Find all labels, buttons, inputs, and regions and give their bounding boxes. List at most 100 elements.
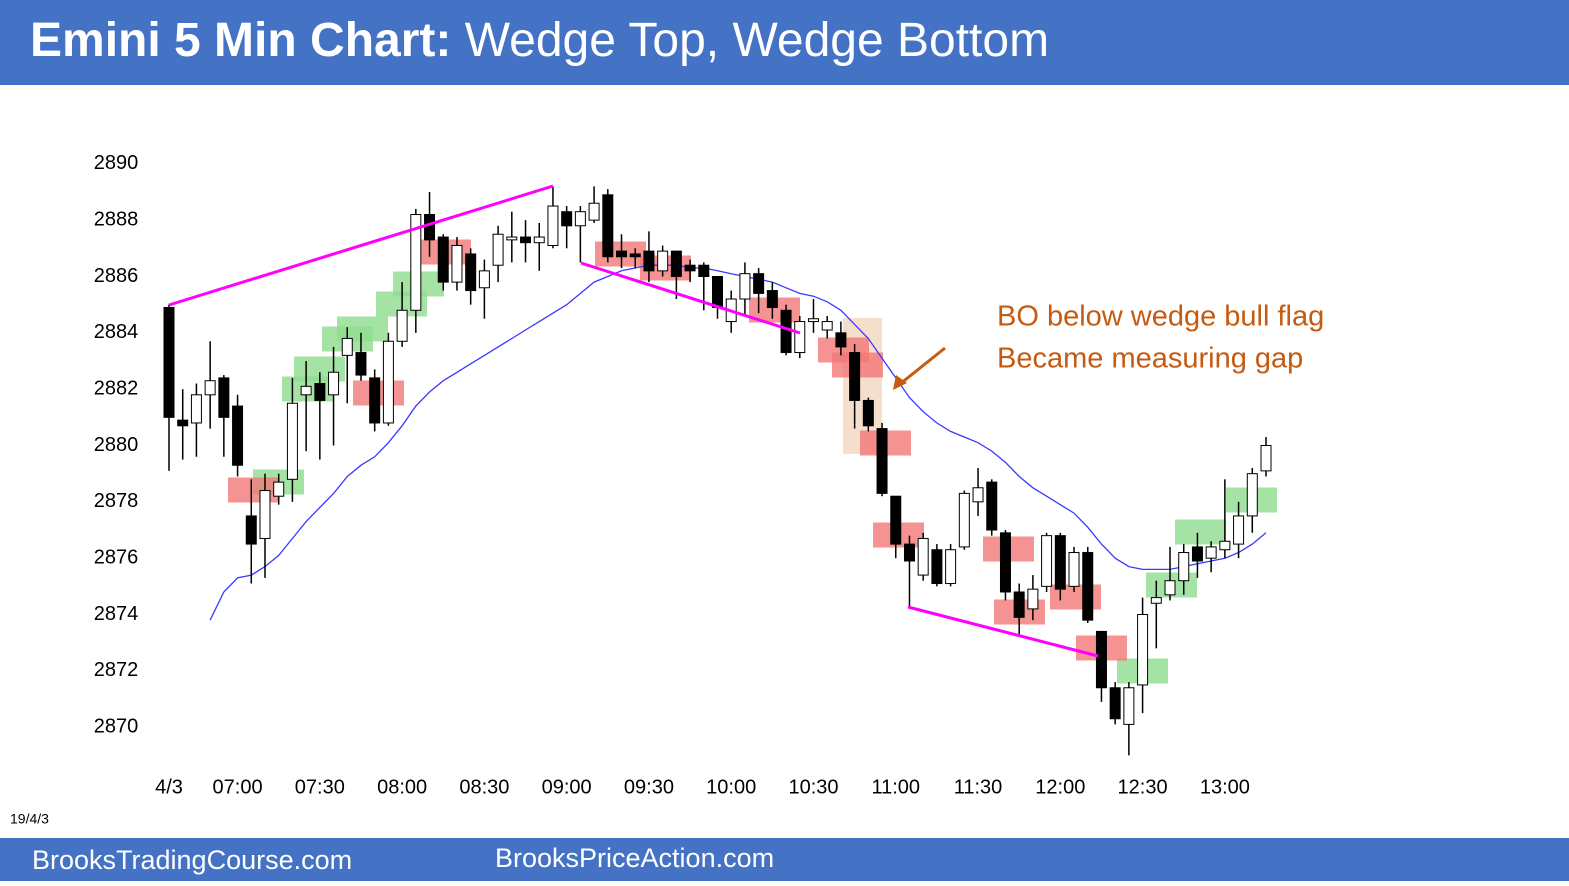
- candle-body: [300, 385, 312, 396]
- candle-body: [396, 309, 408, 342]
- candle-body: [1205, 546, 1217, 559]
- candle-body: [1260, 445, 1272, 472]
- x-tick-label: 08:30: [459, 776, 509, 798]
- candle-body: [1041, 535, 1053, 587]
- annotation: Became measuring gap: [997, 343, 1303, 375]
- candle-body: [533, 236, 545, 244]
- candle-body: [849, 352, 861, 401]
- candle-body: [903, 543, 915, 562]
- candle-body: [1164, 580, 1176, 596]
- candle-body: [972, 487, 984, 503]
- x-tick-label: 12:00: [1035, 776, 1085, 798]
- candle-body: [259, 490, 271, 539]
- candle-body: [273, 481, 285, 497]
- title-rest: Wedge Top, Wedge Bottom: [465, 14, 1049, 67]
- candle-body: [1137, 614, 1149, 686]
- candle-body: [862, 399, 874, 427]
- candle-body: [410, 214, 422, 311]
- candle-body: [794, 321, 806, 354]
- candle-body: [643, 250, 655, 272]
- candle-body: [1095, 630, 1107, 689]
- candle-body: [890, 495, 902, 545]
- y-tick-label: 2870: [94, 715, 139, 737]
- bear-box: [228, 477, 279, 503]
- trend-line: [907, 605, 1099, 658]
- candle-body: [945, 549, 957, 585]
- candle-body: [588, 202, 600, 221]
- date-label: 19/4/3: [10, 811, 49, 827]
- candle-body: [465, 253, 477, 292]
- candle-body: [492, 233, 504, 266]
- candle-body: [807, 318, 819, 323]
- candle-body: [314, 383, 326, 401]
- trend-lines: [168, 184, 1099, 658]
- candle-body: [424, 214, 436, 241]
- candle-body: [1068, 552, 1080, 587]
- candle-body: [780, 309, 792, 354]
- candle-body: [286, 402, 298, 480]
- candle-body: [1219, 540, 1231, 551]
- y-tick-label: 2872: [94, 659, 139, 681]
- candle-body: [739, 273, 751, 300]
- candle-body: [670, 250, 682, 277]
- arrow: [899, 346, 946, 386]
- x-tick-label: 12:30: [1118, 776, 1168, 798]
- candle-body: [1191, 546, 1203, 562]
- y-tick-label: 2876: [94, 546, 139, 568]
- candle-body: [574, 211, 586, 227]
- candle-body: [382, 340, 394, 424]
- x-tick-label: 07:00: [213, 776, 263, 798]
- x-tick-label: 11:00: [871, 776, 920, 798]
- moving-average: [209, 264, 1267, 621]
- x-tick-label: 13:00: [1200, 776, 1250, 798]
- candle-body: [684, 264, 696, 272]
- footer-bar: [0, 838, 1569, 881]
- candle-body: [190, 394, 202, 424]
- y-tick-label: 2880: [94, 434, 139, 456]
- candle-body: [958, 492, 970, 548]
- candle-body: [1013, 591, 1025, 618]
- candle-body: [328, 371, 340, 396]
- candle-body: [1027, 588, 1039, 610]
- bull-box: [1175, 519, 1226, 545]
- candle-body: [1082, 552, 1094, 621]
- plot: [163, 186, 1272, 756]
- candle-body: [369, 377, 381, 424]
- candle-body: [561, 211, 573, 227]
- candle-body: [547, 205, 559, 246]
- candle-body: [698, 264, 710, 277]
- candle-body: [917, 537, 929, 576]
- candle-body: [999, 532, 1011, 593]
- y-tick-label: 2884: [94, 321, 139, 343]
- candle-body: [753, 273, 765, 294]
- candle-body: [1054, 535, 1066, 590]
- x-tick-label: 09:00: [542, 776, 592, 798]
- candle-body: [821, 321, 833, 331]
- candle-body: [876, 428, 888, 494]
- title: Emini 5 Min Chart: Wedge Top, Wedge Bott…: [30, 14, 1049, 67]
- x-tick-label: 10:00: [706, 776, 756, 798]
- candle-body: [1178, 552, 1190, 582]
- y-tick-label: 2886: [94, 265, 139, 287]
- candle-body: [478, 270, 490, 289]
- candle-body: [437, 236, 449, 283]
- header-bar: [0, 0, 1569, 85]
- candle-body: [616, 250, 628, 258]
- x-tick-label: 08:00: [377, 776, 427, 798]
- y-tick-label: 2890: [94, 152, 139, 174]
- x-tick-label: 10:30: [788, 776, 838, 798]
- trend-line: [168, 184, 554, 307]
- candle-body: [602, 194, 614, 258]
- candle-body: [931, 549, 943, 585]
- trend-line: [580, 261, 801, 335]
- x-tick-label: 09:30: [624, 776, 674, 798]
- title-bold: Emini 5 Min Chart:: [30, 14, 451, 67]
- candle-body: [163, 306, 175, 418]
- footer-right: BrooksPriceAction.com: [495, 843, 774, 873]
- candle-body: [218, 377, 230, 418]
- y-tick-label: 2878: [94, 490, 139, 512]
- y-tick-label: 2882: [94, 377, 139, 399]
- x-tick-label: 4/3: [155, 776, 183, 798]
